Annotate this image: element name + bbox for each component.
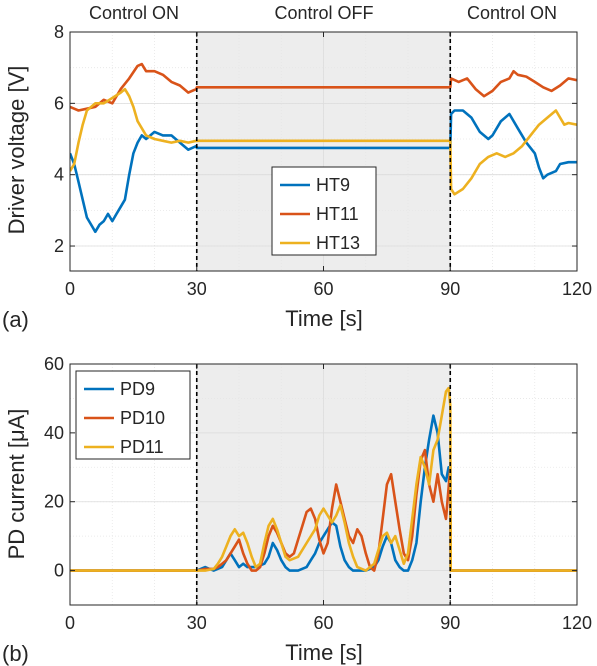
panel-a-xlabel: Time [s] (285, 306, 362, 331)
panel-b-series-pd9 (70, 414, 577, 572)
panel-a-xtick-label: 30 (187, 279, 207, 299)
panel-a-legend-box (271, 166, 377, 256)
panel-b-xtick-label: 60 (313, 613, 333, 633)
panel-b-xtick-label: 90 (440, 613, 460, 633)
panel-b-legend-box (75, 370, 191, 460)
panel-a-label: (a) (2, 307, 29, 332)
panel-a-xtick-label: 120 (562, 279, 592, 299)
panel-a-series-ht9 (70, 109, 577, 234)
panel-b-xtick-label: 120 (562, 613, 592, 633)
panel-b-xtick-label: 0 (65, 613, 75, 633)
panel-a-xtick-label: 0 (65, 279, 75, 299)
panel-b-legend-label-pd11: PD11 (120, 437, 164, 457)
phase-label-3: Control ON (467, 3, 557, 23)
panel-a-series-ht11 (70, 62, 577, 112)
panel-b-label: (b) (2, 641, 29, 666)
panel-a-xtick-label: 60 (313, 279, 333, 299)
panel-b-xtick-label: 30 (187, 613, 207, 633)
panel-a-legend-label-ht11: HT11 (316, 204, 359, 224)
panel-b-ytick-label: 40 (44, 423, 64, 443)
panel-b-ylabel: PD current [μA] (4, 409, 29, 560)
panel-a-ytick-label: 4 (54, 165, 64, 185)
panel-b-ytick-label: 0 (54, 561, 64, 581)
panel-a-ytick-label: 2 (54, 236, 64, 256)
panel-b-legend-label-pd9: PD9 (120, 379, 155, 399)
panel-a-ytick-label: 8 (54, 22, 64, 42)
panel-b-legend-label-pd10: PD10 (120, 408, 165, 428)
panel-a-chart: 0 30 60 90 120 2 4 6 8 HT9 HT11 HT13 (54, 22, 592, 299)
panel-a-ytick-label: 6 (54, 93, 64, 113)
panel-b-ytick-label: 20 (44, 492, 64, 512)
panel-b-ytick-label: 60 (44, 354, 64, 374)
panel-a-legend-label-ht9: HT9 (316, 175, 350, 195)
panel-a-legend-label-ht13: HT13 (316, 233, 360, 253)
panel-b-series-pd10 (70, 448, 577, 572)
phase-label-2: Control OFF (274, 3, 373, 23)
panel-a-ylabel: Driver voltage [V] (4, 66, 29, 235)
phase-label-1: Control ON (89, 3, 179, 23)
panel-b-chart: 0 30 60 90 120 0 20 40 60 PD9 PD10 PD11 (44, 354, 592, 633)
panel-a-xtick-label: 90 (440, 279, 460, 299)
panel-b-series-pd11 (70, 386, 577, 572)
panel-b-xlabel: Time [s] (285, 640, 362, 665)
